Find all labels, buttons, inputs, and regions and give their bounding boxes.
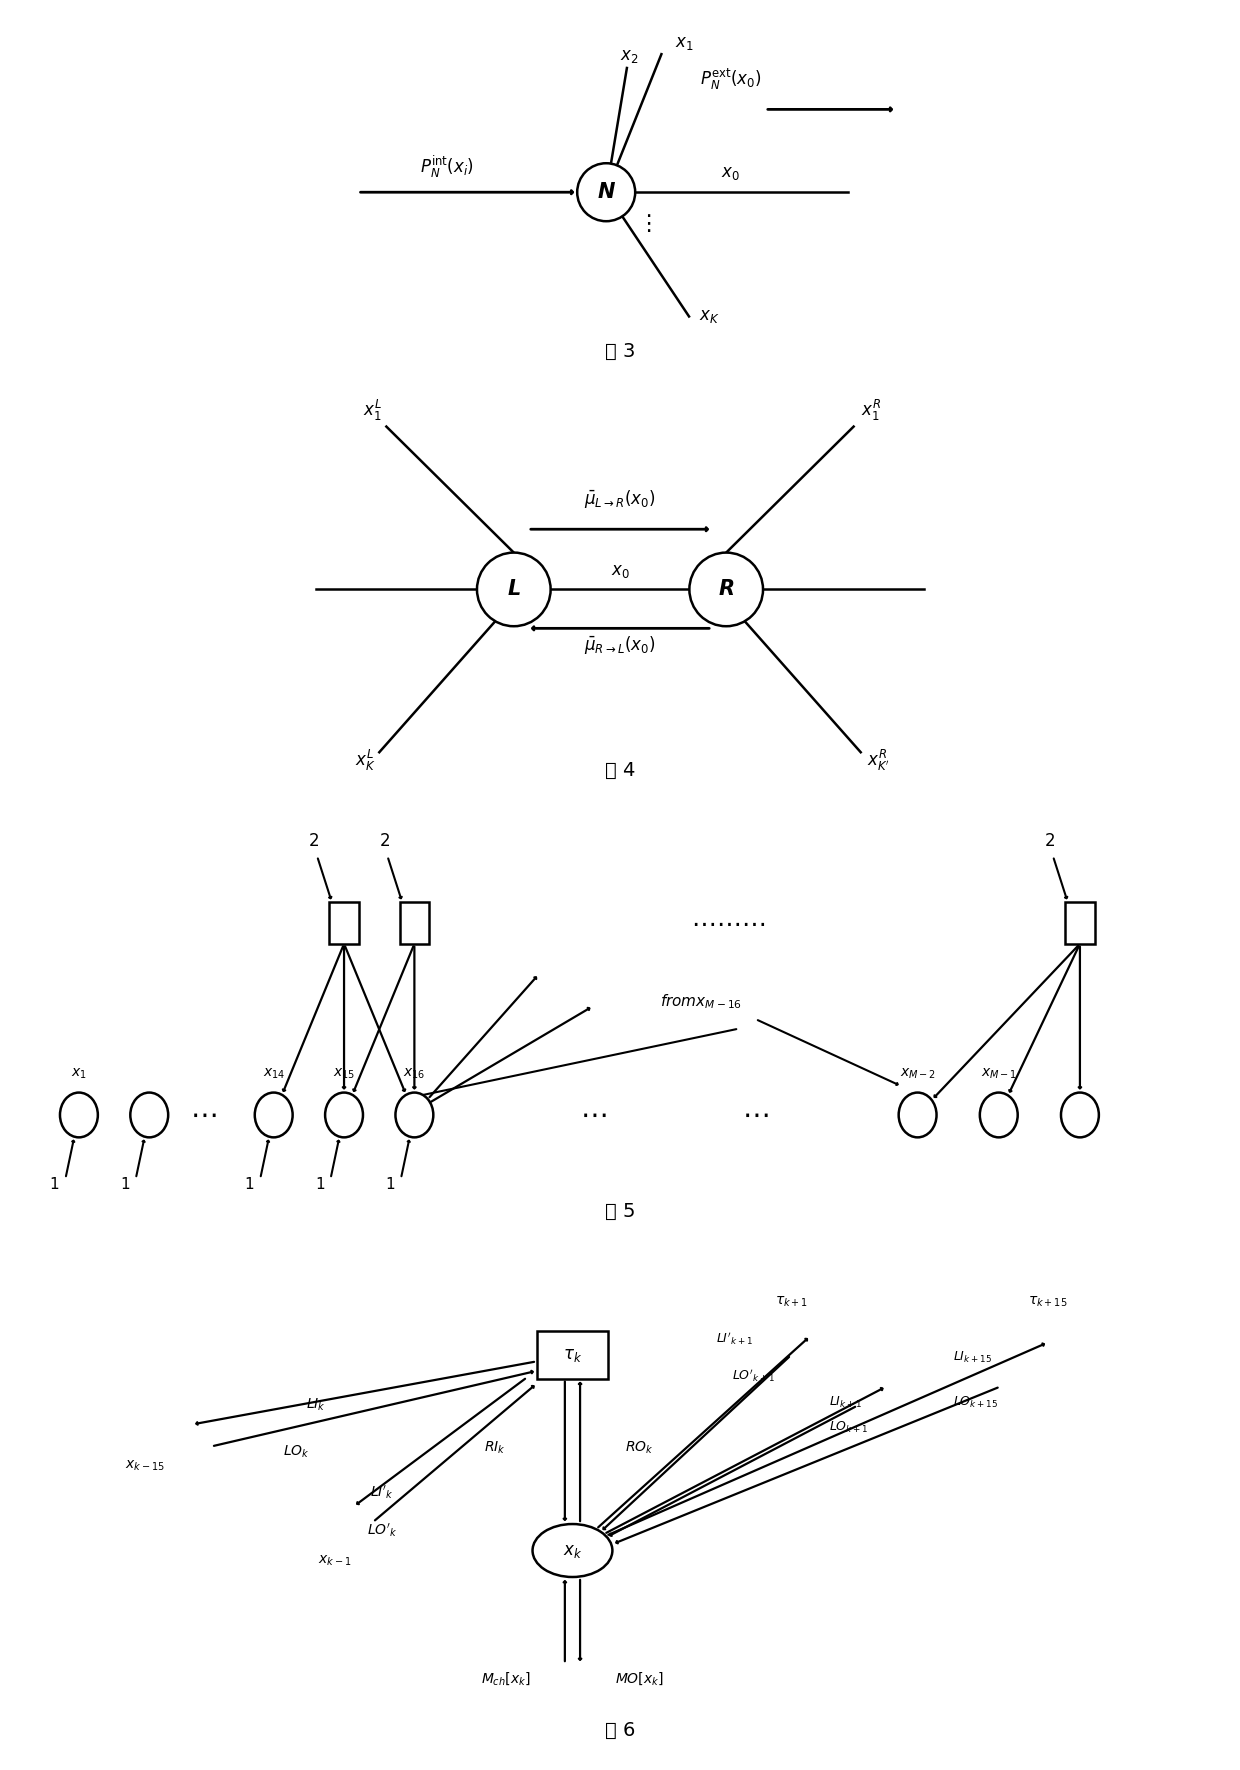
Text: $x_{k-1}$: $x_{k-1}$ xyxy=(319,1552,351,1568)
Text: 图 3: 图 3 xyxy=(605,342,635,361)
Text: $x_0$: $x_0$ xyxy=(720,165,740,182)
Circle shape xyxy=(477,552,551,627)
Text: $x_{K'}^R$: $x_{K'}^R$ xyxy=(867,749,890,773)
Circle shape xyxy=(980,1092,1018,1138)
Circle shape xyxy=(130,1092,169,1138)
Text: 1: 1 xyxy=(244,1177,254,1191)
Text: 1: 1 xyxy=(315,1177,325,1191)
Text: $\tau_{k+1}$: $\tau_{k+1}$ xyxy=(775,1294,807,1310)
Circle shape xyxy=(577,163,635,221)
Text: $x_{M-2}$: $x_{M-2}$ xyxy=(899,1067,936,1081)
Bar xyxy=(329,903,358,943)
Text: $LI_k$: $LI_k$ xyxy=(306,1397,326,1412)
Bar xyxy=(399,903,429,943)
Text: $MO[x_k]$: $MO[x_k]$ xyxy=(615,1671,663,1687)
Text: $x_1^L$: $x_1^L$ xyxy=(363,398,382,423)
Text: $LO_{k+1}$: $LO_{k+1}$ xyxy=(830,1420,868,1435)
Text: $\tau_k$: $\tau_k$ xyxy=(563,1345,582,1365)
Circle shape xyxy=(396,1092,433,1138)
Text: $LO_{k+15}$: $LO_{k+15}$ xyxy=(952,1395,998,1409)
Text: $\bar{\mu}_{R\rightarrow L}(x_0)$: $\bar{\mu}_{R\rightarrow L}(x_0)$ xyxy=(584,634,656,655)
Text: $x_{15}$: $x_{15}$ xyxy=(334,1067,355,1081)
Text: $LO'_{k+1}$: $LO'_{k+1}$ xyxy=(732,1368,775,1384)
Text: $LI'_{k+1}$: $LI'_{k+1}$ xyxy=(715,1329,753,1347)
Text: $x_K$: $x_K$ xyxy=(699,306,720,326)
Bar xyxy=(1065,903,1095,943)
Text: 2: 2 xyxy=(1045,832,1055,850)
Text: $\cdots$: $\cdots$ xyxy=(190,1101,217,1129)
Text: $RI_k$: $RI_k$ xyxy=(484,1439,506,1455)
Text: $RO_k$: $RO_k$ xyxy=(625,1439,653,1455)
Text: $x_k$: $x_k$ xyxy=(563,1542,582,1559)
Text: $LI'_k$: $LI'_k$ xyxy=(371,1483,394,1501)
Text: N: N xyxy=(598,182,615,202)
Bar xyxy=(537,1331,608,1379)
Text: $\cdots$: $\cdots$ xyxy=(579,1101,606,1129)
Text: $x_{k-15}$: $x_{k-15}$ xyxy=(125,1458,165,1473)
Text: $P_N^{\rm ext}(x_0)$: $P_N^{\rm ext}(x_0)$ xyxy=(699,67,761,92)
Text: $x_{14}$: $x_{14}$ xyxy=(263,1067,285,1081)
Circle shape xyxy=(254,1092,293,1138)
Circle shape xyxy=(60,1092,98,1138)
Text: $\cdots\cdots\cdots$: $\cdots\cdots\cdots$ xyxy=(691,912,765,935)
Text: $x_1$: $x_1$ xyxy=(71,1067,87,1081)
Text: $x_0$: $x_0$ xyxy=(610,563,630,581)
Circle shape xyxy=(689,552,763,627)
Text: $LI_{k+15}$: $LI_{k+15}$ xyxy=(952,1351,992,1365)
Text: 图 6: 图 6 xyxy=(605,1720,635,1740)
Text: $M_{ch}[x_k]$: $M_{ch}[x_k]$ xyxy=(481,1671,531,1687)
Text: $\cdots$: $\cdots$ xyxy=(742,1101,769,1129)
Text: $LO_k$: $LO_k$ xyxy=(284,1444,310,1460)
Text: 1: 1 xyxy=(120,1177,130,1191)
Text: 1: 1 xyxy=(50,1177,60,1191)
Text: $x_1$: $x_1$ xyxy=(676,34,694,53)
Text: $x_K^L$: $x_K^L$ xyxy=(355,749,376,773)
Text: 2: 2 xyxy=(379,832,389,850)
Text: $\bar{\mu}_{L\rightarrow R}(x_0)$: $\bar{\mu}_{L\rightarrow R}(x_0)$ xyxy=(584,489,656,510)
Text: $\vdots$: $\vdots$ xyxy=(637,212,651,234)
Text: $P_N^{\rm int}(x_i)$: $P_N^{\rm int}(x_i)$ xyxy=(420,154,475,181)
Text: 2: 2 xyxy=(309,832,320,850)
Circle shape xyxy=(1061,1092,1099,1138)
Text: 1: 1 xyxy=(386,1177,394,1191)
Text: R: R xyxy=(718,579,734,600)
Text: $LI_{k+1}$: $LI_{k+1}$ xyxy=(830,1395,862,1409)
Text: 图 5: 图 5 xyxy=(605,1202,635,1221)
Text: $LO'_k$: $LO'_k$ xyxy=(367,1522,398,1540)
Text: $x_{M-1}$: $x_{M-1}$ xyxy=(981,1067,1017,1081)
Circle shape xyxy=(532,1524,613,1577)
Circle shape xyxy=(325,1092,363,1138)
Circle shape xyxy=(899,1092,936,1138)
Text: $x_{16}$: $x_{16}$ xyxy=(403,1067,425,1081)
Text: $x_1^R$: $x_1^R$ xyxy=(862,398,882,423)
Text: $\tau_{k+15}$: $\tau_{k+15}$ xyxy=(1028,1294,1068,1310)
Text: 图 4: 图 4 xyxy=(605,761,635,779)
Text: $fromx_{M-16}$: $fromx_{M-16}$ xyxy=(660,993,743,1011)
Text: $x_2$: $x_2$ xyxy=(620,46,639,65)
Text: L: L xyxy=(507,579,521,600)
